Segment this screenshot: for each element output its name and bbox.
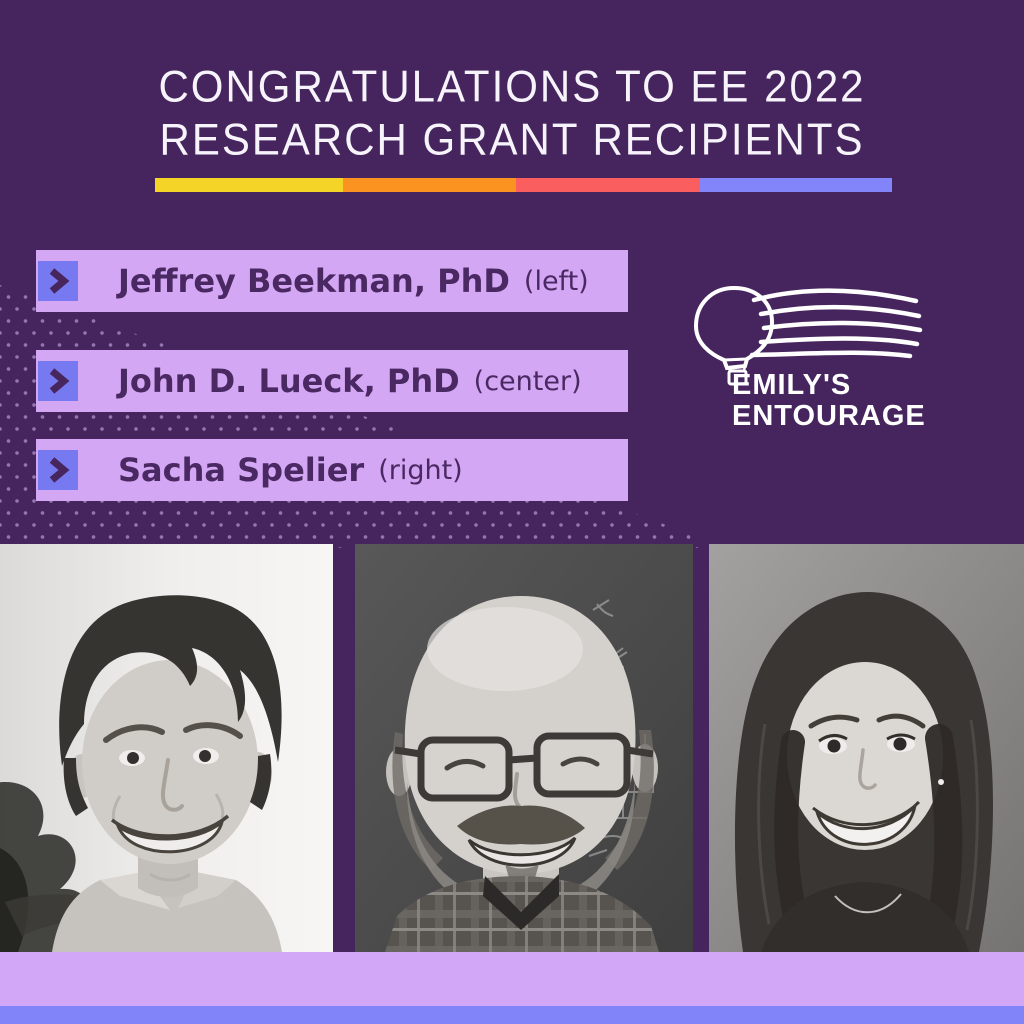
dot-pattern-decoration — [0, 285, 730, 548]
page-title: CONGRATULATIONS TO EE 2022 RESEARCH GRAN… — [0, 60, 1024, 166]
recipient-row-jeffrey-beekman: Jeffrey Beekman, PhD (left) — [36, 250, 628, 312]
recipient-photo-position: (center) — [473, 365, 582, 397]
title-line-2: RESEARCH GRANT RECIPIENTS — [159, 114, 865, 164]
recipient-photo-position: (left) — [523, 265, 589, 297]
hot-air-balloon-icon — [693, 285, 923, 386]
footer-bar-periwinkle — [0, 1006, 1024, 1024]
divider-segment-coral — [516, 178, 701, 192]
photo-john-lueck — [355, 544, 693, 952]
photo-jeffrey-beekman — [0, 544, 333, 952]
chevron-right-icon — [38, 261, 78, 301]
recipient-photo-position: (right) — [378, 454, 463, 486]
rainbow-divider — [155, 178, 892, 192]
recipient-name: Jeffrey Beekman, PhD — [118, 262, 510, 300]
title-line-1: CONGRATULATIONS TO EE 2022 — [158, 61, 866, 111]
divider-segment-periwinkle — [700, 178, 892, 192]
recipient-name: John D. Lueck, PhD — [118, 362, 460, 400]
chevron-right-icon — [38, 361, 78, 401]
divider-segment-yellow — [155, 178, 343, 192]
logo-org-name-line2: ENTOURAGE — [732, 400, 926, 432]
photo-sacha-spelier — [709, 544, 1024, 952]
divider-segment-orange — [342, 178, 517, 192]
recipient-row-sacha-spelier: Sacha Spelier (right) — [36, 439, 628, 501]
recipient-name: Sacha Spelier — [118, 451, 365, 489]
logo-org-name-line1: EMILY'S — [732, 369, 852, 401]
footer-bar-lavender — [0, 952, 1024, 1006]
emilys-entourage-logo: EMILY'S ENTOURAGE — [688, 284, 926, 444]
portrait-woman-long-hair — [734, 592, 993, 952]
chevron-right-icon — [38, 450, 78, 490]
portrait-bald-man-glasses — [385, 596, 659, 952]
portrait-man-wavy-hair — [52, 595, 282, 952]
recipient-row-john-lueck: John D. Lueck, PhD (center) — [36, 350, 628, 412]
